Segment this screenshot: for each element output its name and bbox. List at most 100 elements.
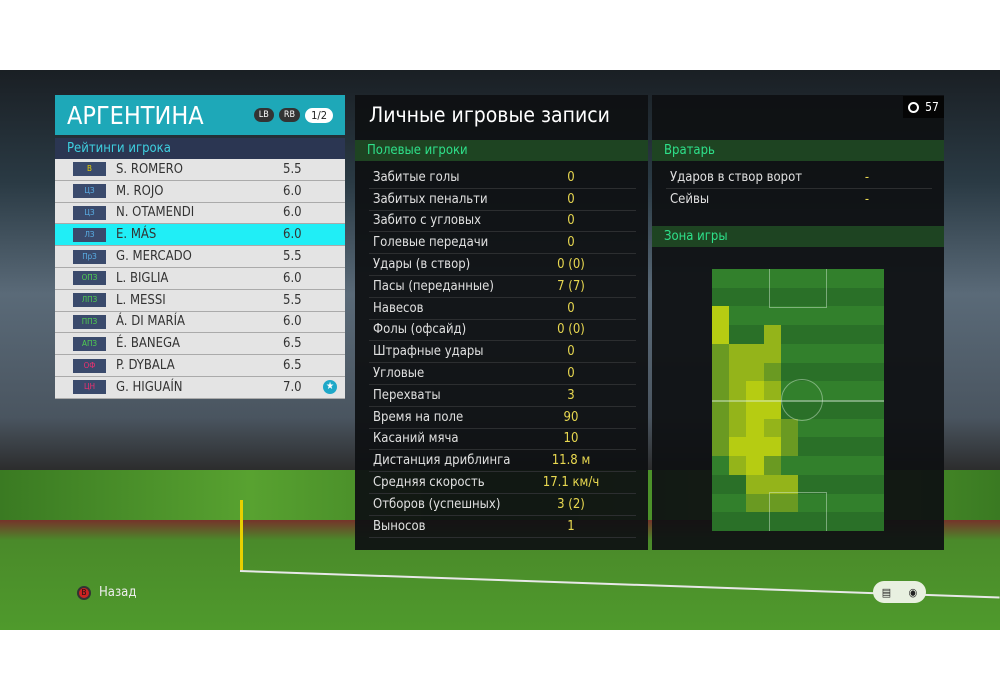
heatmap-cell bbox=[815, 306, 833, 326]
heatmap-cell bbox=[712, 418, 730, 438]
timer-value: 57 bbox=[925, 100, 939, 114]
chat-icon[interactable]: ▤ bbox=[881, 585, 892, 599]
heatmap-cell bbox=[866, 418, 884, 438]
heatmap-cell bbox=[763, 474, 781, 494]
heatmap-cell bbox=[746, 456, 764, 475]
stat-row: Ударов в створ ворот - bbox=[666, 167, 932, 189]
player-name: L. MESSI bbox=[116, 292, 166, 308]
player-row[interactable]: ОПЗ L. BIGLIA 6.0 bbox=[55, 267, 345, 290]
player-row[interactable]: ЛПЗ L. MESSI 5.5 bbox=[55, 289, 345, 312]
halfway-line bbox=[712, 400, 884, 402]
heatmap-cell bbox=[780, 362, 798, 382]
chat-options[interactable]: ▤ ◉ bbox=[873, 581, 926, 603]
player-row[interactable]: ЦЗ N. OTAMENDI 6.0 bbox=[55, 202, 345, 225]
heatmap-cell bbox=[780, 325, 798, 344]
stat-value: 0 bbox=[567, 191, 575, 207]
corner-flag bbox=[240, 500, 243, 570]
heatmap-cell bbox=[729, 418, 747, 438]
heatmap-cell bbox=[780, 493, 798, 513]
heatmap-cell bbox=[712, 399, 730, 419]
heatmap-cell bbox=[746, 362, 764, 382]
stat-label: Угловые bbox=[373, 366, 425, 382]
heatmap-cell bbox=[832, 287, 850, 307]
player-rating: 6.5 bbox=[283, 358, 302, 374]
heatmap-cell bbox=[729, 399, 747, 419]
position-badge: ЦН bbox=[73, 380, 106, 395]
heatmap-cell bbox=[746, 306, 764, 326]
heatmap-cell bbox=[832, 306, 850, 326]
heatmap-cell bbox=[798, 343, 816, 363]
heatmap-cell bbox=[815, 343, 833, 363]
heatmap-cell bbox=[849, 437, 867, 457]
heatmap-cell bbox=[746, 287, 764, 307]
heatmap-cell bbox=[866, 287, 884, 307]
rs-icon[interactable]: ◉ bbox=[908, 585, 918, 599]
player-row[interactable]: ОФ P. DYBALA 6.5 bbox=[55, 355, 345, 377]
heatmap-cell bbox=[712, 269, 730, 288]
player-row[interactable]: АПЗ É. BANEGA 6.5 bbox=[55, 333, 345, 356]
stat-value: - bbox=[864, 169, 870, 185]
heatmap-cell bbox=[729, 381, 747, 400]
heatmap-cell bbox=[866, 399, 884, 419]
back-button[interactable]: B Назад bbox=[77, 585, 136, 600]
heatmap-cell bbox=[746, 343, 764, 363]
heatmap-cell bbox=[815, 474, 833, 494]
heatmap-cell bbox=[780, 512, 798, 531]
position-badge: ПрЗ bbox=[73, 249, 106, 264]
player-row[interactable]: В S. ROMERO 5.5 bbox=[55, 159, 345, 181]
stat-value: - bbox=[864, 192, 870, 208]
player-name: E. MÁS bbox=[116, 227, 157, 243]
player-name: G. HIGUAÍN bbox=[116, 379, 183, 395]
stat-value: 0 bbox=[567, 235, 575, 251]
stat-label: Удары (в створ) bbox=[373, 257, 471, 273]
heatmap-cell bbox=[763, 269, 781, 288]
heatmap-cell bbox=[798, 512, 816, 531]
heatmap-cell bbox=[849, 456, 867, 475]
player-row[interactable]: ЦЗ M. ROJO 6.0 bbox=[55, 180, 345, 203]
player-ratings-panel: АРГЕНТИНА LB RB 1/2 Рейтинги игрока В S. … bbox=[55, 95, 345, 399]
stat-row: Сейвы - bbox=[666, 189, 932, 211]
heatmap-cell bbox=[832, 418, 850, 438]
heatmap-cell bbox=[763, 381, 781, 400]
player-name: M. ROJO bbox=[116, 183, 164, 199]
heatmap-cell bbox=[746, 493, 764, 513]
heatmap-cell bbox=[832, 474, 850, 494]
stat-label: Навесов bbox=[373, 300, 424, 316]
heatmap-cell bbox=[763, 456, 781, 475]
heatmap-cell bbox=[729, 512, 747, 531]
heatmap-cell bbox=[763, 362, 781, 382]
stat-row: Перехваты 3 bbox=[369, 385, 636, 407]
player-row[interactable]: ЦН G. HIGUAÍN 7.0 ★ bbox=[55, 376, 345, 399]
heatmap-cell bbox=[729, 362, 747, 382]
timer: 57 bbox=[903, 96, 944, 118]
player-name: L. BIGLIA bbox=[116, 270, 169, 286]
heatmap-cell bbox=[832, 512, 850, 531]
back-label: Назад bbox=[99, 585, 137, 600]
position-badge: ОФ bbox=[73, 358, 106, 373]
heatmap-cell bbox=[866, 437, 884, 457]
penalty-box-top bbox=[768, 269, 828, 309]
heatmap-cell bbox=[712, 306, 730, 326]
lb-button[interactable]: LB bbox=[253, 108, 274, 122]
player-row[interactable]: ЛЗ E. MÁS 6.0 bbox=[55, 224, 345, 247]
player-row[interactable]: ПрЗ G. MERCADO 5.5 bbox=[55, 246, 345, 268]
star-icon: ★ bbox=[323, 380, 337, 395]
heatmap-cell bbox=[849, 418, 867, 438]
player-rating: 6.0 bbox=[283, 270, 302, 286]
player-row[interactable]: ППЗ Á. DI MARÍA 6.0 bbox=[55, 311, 345, 334]
player-rating: 5.5 bbox=[283, 161, 302, 177]
heatmap-cell bbox=[746, 399, 764, 419]
stat-row: Пасы (переданные) 7 (7) bbox=[369, 276, 636, 298]
heatmap-cell bbox=[729, 437, 747, 457]
stat-label: Забито с угловых bbox=[373, 213, 482, 229]
stat-label: Средняя скорость bbox=[373, 475, 485, 491]
heatmap-cell bbox=[729, 493, 747, 513]
heatmap-cell bbox=[746, 325, 764, 344]
heatmap-cell bbox=[815, 362, 833, 382]
heatmap-cell bbox=[729, 474, 747, 494]
rb-button[interactable]: RB bbox=[278, 108, 301, 122]
heatmap-cell bbox=[832, 362, 850, 382]
heatmap-cell bbox=[746, 269, 764, 288]
heatmap-cell bbox=[729, 269, 747, 288]
stat-value: 3 (2) bbox=[557, 496, 585, 512]
